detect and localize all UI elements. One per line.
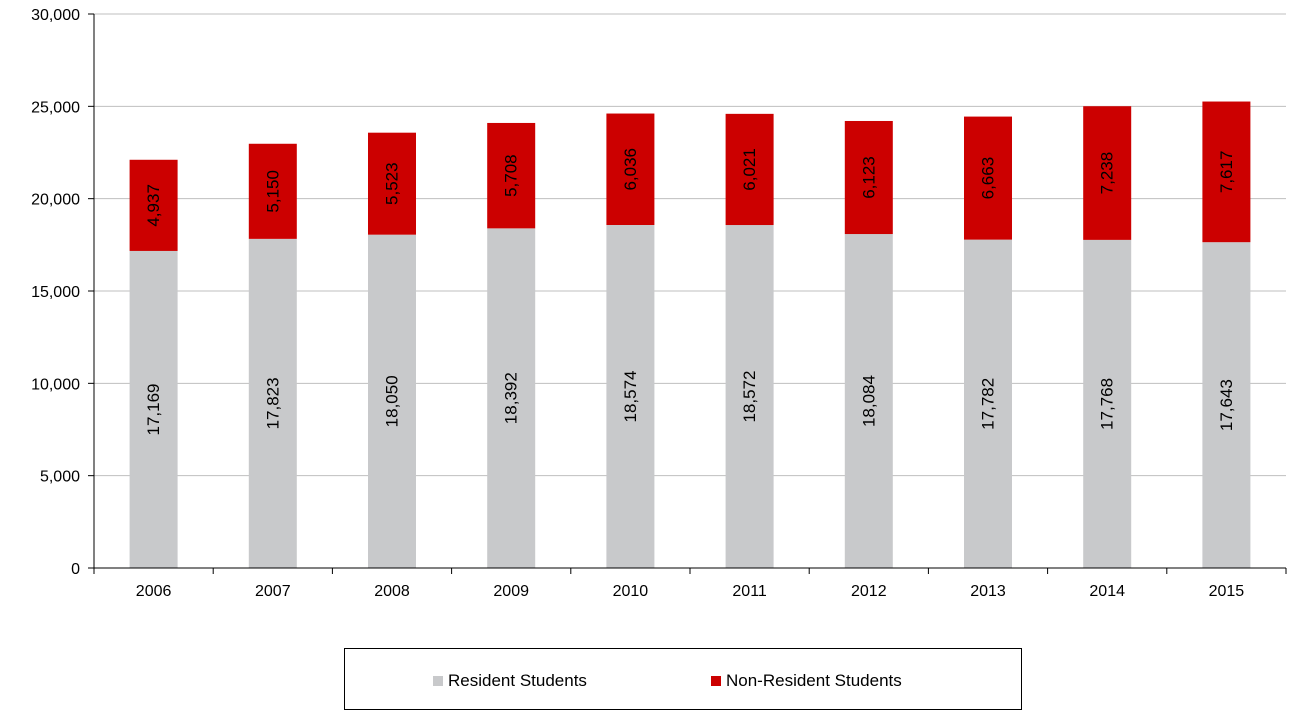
data-label-resident: 17,768 — [1098, 378, 1117, 430]
data-label-nonresident: 5,523 — [383, 162, 402, 205]
axes: 0 5,000 10,000 15,000 20,000 25,000 30,000 2006… — [31, 7, 1287, 600]
data-label-nonresident: 6,021 — [740, 148, 759, 191]
data-label-resident: 18,050 — [383, 375, 402, 427]
x-tick-label: 2007 — [255, 583, 291, 600]
data-label-nonresident: 7,617 — [1217, 151, 1236, 194]
data-label-nonresident: 5,708 — [502, 154, 521, 197]
data-label-resident: 18,392 — [502, 372, 521, 424]
y-tick-label: 20,000 — [31, 192, 80, 209]
x-tick-label: 2015 — [1209, 583, 1245, 600]
bar-resident — [964, 239, 1012, 568]
bar-nonresident — [725, 113, 774, 226]
bar-nonresident — [248, 143, 297, 239]
data-label-nonresident: 6,036 — [621, 148, 640, 191]
x-tick-label: 2009 — [493, 583, 529, 600]
legend-label-nonresident: Non-Resident Students — [726, 671, 902, 690]
data-label-resident: 17,169 — [144, 383, 163, 435]
bar-nonresident — [964, 116, 1012, 240]
legend-label-resident: Resident Students — [448, 671, 587, 690]
data-label-nonresident: 7,238 — [1098, 152, 1117, 195]
data-label-nonresident: 6,123 — [859, 156, 878, 199]
bar-resident — [248, 238, 297, 569]
bar-nonresident — [1083, 106, 1132, 240]
data-label-resident: 18,084 — [859, 375, 878, 427]
bar-nonresident — [487, 122, 536, 229]
data-label-nonresident: 4,937 — [144, 184, 163, 227]
bar-resident — [1202, 242, 1251, 568]
data-label-nonresident: 6,663 — [979, 157, 998, 200]
bar-nonresident — [844, 120, 893, 235]
x-tick-label: 2013 — [970, 583, 1006, 600]
data-label-resident: 18,574 — [621, 371, 640, 423]
x-tick-label: 2012 — [851, 583, 887, 600]
bar-resident — [844, 234, 893, 568]
bar-resident — [129, 250, 178, 568]
data-label-resident: 17,782 — [979, 378, 998, 430]
x-tick-label: 2014 — [1089, 583, 1125, 600]
y-tick-label: 25,000 — [31, 99, 80, 116]
bar-nonresident — [129, 159, 178, 251]
y-tick-label: 30,000 — [31, 7, 80, 24]
data-label-resident: 17,823 — [263, 377, 282, 429]
y-tick-label: 10,000 — [31, 376, 80, 393]
legend-item-resident: Resident Students — [433, 671, 587, 691]
bar-resident — [606, 225, 655, 569]
legend-item-nonresident: Non-Resident Students — [711, 671, 902, 691]
bars — [129, 101, 1251, 569]
x-tick-label: 2010 — [613, 583, 649, 600]
data-labels: 17,169 4,937 17,823 5,150 18,050 5,523 18,392 5… — [144, 148, 1236, 435]
x-tick-label: 2011 — [732, 583, 767, 600]
y-tick-label: 0 — [71, 561, 80, 578]
bar-resident — [1083, 239, 1132, 568]
legend-swatch-resident — [433, 676, 443, 686]
y-tick-label: 15,000 — [31, 284, 80, 301]
stacked-bar-chart: 0 5,000 10,000 15,000 20,000 25,000 30,000 2006… — [31, 7, 1287, 600]
bar-resident — [487, 228, 536, 568]
bar-resident — [368, 234, 416, 568]
legend: Resident Students Non-Resident Students — [344, 648, 1022, 710]
data-label-resident: 17,643 — [1217, 379, 1236, 431]
legend-swatch-nonresident — [711, 676, 721, 686]
data-label-resident: 18,572 — [740, 371, 759, 423]
bar-resident — [725, 225, 774, 569]
bar-nonresident — [1202, 101, 1251, 243]
bar-nonresident — [368, 132, 416, 235]
bar-nonresident — [606, 113, 655, 226]
x-tick-label: 2006 — [136, 583, 172, 600]
y-tick-label: 5,000 — [40, 469, 80, 486]
data-label-nonresident: 5,150 — [263, 170, 282, 213]
x-tick-label: 2008 — [374, 583, 410, 600]
